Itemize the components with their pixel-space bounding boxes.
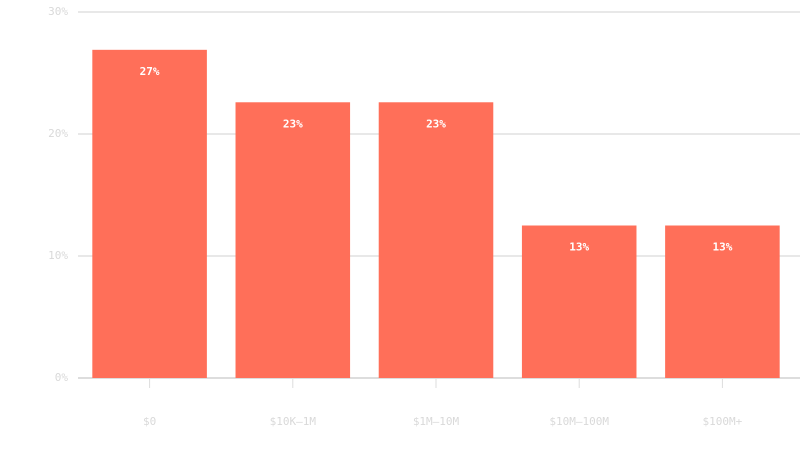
y-tick-label: 30% bbox=[48, 5, 68, 18]
value-label: 13% bbox=[569, 241, 589, 254]
value-label: 23% bbox=[283, 117, 303, 130]
bar bbox=[92, 49, 207, 378]
bar bbox=[665, 225, 780, 378]
bar bbox=[378, 102, 494, 378]
y-tick-label: 20% bbox=[48, 127, 68, 140]
x-tick-label: $1M–10M bbox=[413, 415, 460, 428]
value-label: 27% bbox=[140, 65, 160, 78]
bar bbox=[521, 225, 637, 378]
x-tick-label: $0 bbox=[143, 415, 156, 428]
bar bbox=[235, 102, 351, 378]
y-tick-label: 10% bbox=[48, 249, 68, 262]
value-label: 23% bbox=[426, 117, 446, 130]
value-label: 13% bbox=[712, 241, 732, 254]
x-tick-label: $10M–100M bbox=[549, 415, 609, 428]
y-tick-label: 0% bbox=[55, 371, 69, 384]
x-tick-label: $100M+ bbox=[703, 415, 743, 428]
x-tick-label: $10K–1M bbox=[270, 415, 317, 428]
